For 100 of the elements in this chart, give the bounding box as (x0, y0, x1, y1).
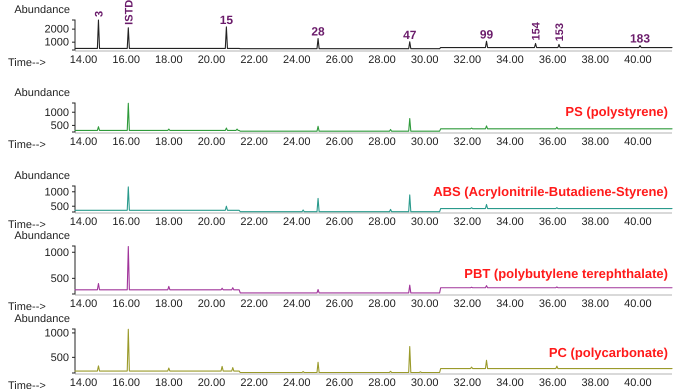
x-tick-label: 32.00 (454, 298, 482, 310)
x-tick-label: 32.00 (454, 136, 482, 148)
x-tick-label: 36.00 (538, 216, 566, 228)
annotation: 47 (403, 28, 417, 42)
x-tick-label: 30.00 (410, 216, 438, 228)
x-tick-label: 38.00 (581, 298, 610, 310)
y-tick-label: 1000 (44, 106, 69, 119)
x-tick-label: 24.00 (282, 54, 311, 66)
line-series (74, 328, 673, 374)
y-tick-label: 500 (50, 200, 69, 213)
x-tick-label: 28.00 (368, 216, 396, 228)
x-tick-label: 40.00 (624, 136, 652, 148)
x-tick-label: 34.00 (496, 136, 524, 148)
x-tick-label: 18.00 (155, 298, 183, 310)
x-tick-label: 30.00 (410, 54, 438, 66)
x-tick-label: 18.00 (155, 136, 183, 148)
y-axis-title: Abundance (14, 230, 70, 242)
chart-title: ABS (Acrylonitrile-Butadiene-Styrene) (433, 184, 668, 199)
annotation: ISTD (123, 0, 136, 25)
x-tick-label: 40.00 (624, 54, 652, 66)
x-axis-title: Time--> (8, 301, 46, 313)
x-tick-label: 14.00 (70, 298, 98, 310)
x-tick-label: 14.00 (70, 54, 98, 66)
y-axis-title: Abundance (14, 170, 70, 182)
x-tick-label: 34.00 (496, 216, 524, 228)
x-tick-label: 24.00 (282, 376, 311, 389)
x-tick-label: 28.00 (368, 298, 396, 310)
x-tick-label: 26.00 (326, 136, 354, 148)
annotation: 183 (630, 32, 650, 46)
x-tick-label: 28.00 (368, 376, 396, 389)
y-tick-label: 1000 (44, 327, 69, 340)
x-tick-label: 40.00 (624, 376, 652, 389)
x-tick-label: 26.00 (326, 376, 354, 389)
x-tick-label: 18.00 (155, 54, 183, 66)
x-tick-label: 38.00 (581, 216, 610, 228)
x-tick-label: 34.00 (496, 298, 524, 310)
annotation: 3 (93, 10, 106, 17)
x-tick-label: 22.00 (240, 298, 268, 310)
x-tick-label: 40.00 (624, 298, 652, 310)
x-tick-label: 14.00 (70, 216, 98, 228)
x-tick-label: 24.00 (282, 136, 311, 148)
y-axis-title: Abundance (14, 87, 70, 99)
x-tick-label: 28.00 (368, 54, 396, 66)
x-axis-title: Time--> (8, 139, 46, 151)
x-tick-label: 36.00 (538, 136, 566, 148)
x-tick-label: 16.00 (112, 136, 140, 148)
x-tick-label: 24.00 (282, 216, 311, 228)
x-tick-label: 16.00 (112, 54, 140, 66)
text: PBT (polybutylene terephthalate) (464, 266, 668, 281)
x-tick-label: 22.00 (240, 54, 268, 66)
x-tick-label: 26.00 (326, 54, 354, 66)
x-tick-label: 32.00 (454, 216, 482, 228)
x-tick-label: 14.00 (70, 376, 98, 389)
x-tick-label: 20.00 (198, 376, 226, 389)
line-series (74, 246, 673, 294)
y-tick-label: 500 (50, 272, 69, 285)
x-tick-label: 38.00 (581, 54, 610, 66)
x-tick-label: 18.00 (155, 216, 183, 228)
y-axis-title: Abundance (14, 313, 70, 325)
line-series (74, 102, 673, 132)
x-tick-label: 30.00 (410, 376, 438, 389)
x-tick-label: 34.00 (496, 54, 524, 66)
annotation: 153 (554, 23, 566, 42)
annotation: 28 (311, 24, 326, 39)
x-tick-label: 24.00 (282, 298, 311, 310)
annotation: 99 (480, 27, 494, 42)
y-tick-label: 1000 (44, 246, 69, 259)
text: PC (polycarbonate) (548, 345, 668, 360)
x-axis-title: Time--> (8, 219, 46, 231)
x-axis-title: Time--> (8, 380, 46, 389)
x-tick-label: 36.00 (538, 298, 566, 310)
line-series (74, 186, 673, 212)
x-tick-label: 36.00 (538, 54, 566, 66)
x-tick-label: 32.00 (454, 376, 482, 389)
x-tick-label: 38.00 (581, 136, 610, 148)
y-axis-title: Abundance (14, 4, 70, 16)
x-tick-label: 30.00 (410, 136, 438, 148)
x-tick-label: 18.00 (155, 376, 183, 389)
x-tick-label: 14.00 (70, 136, 98, 148)
x-tick-label: 26.00 (326, 298, 354, 310)
x-tick-label: 34.00 (496, 376, 524, 389)
x-tick-label: 40.00 (624, 216, 652, 228)
y-tick-label: 1000 (44, 186, 69, 198)
y-tick-label: 500 (50, 120, 69, 132)
x-tick-label: 26.00 (326, 216, 354, 228)
x-tick-label: 22.00 (240, 216, 268, 228)
x-tick-label: 16.00 (112, 216, 140, 228)
x-tick-label: 30.00 (410, 298, 438, 310)
x-tick-label: 36.00 (538, 376, 566, 389)
x-tick-label: 38.00 (581, 376, 610, 389)
x-tick-label: 22.00 (240, 136, 268, 148)
annotation: 15 (220, 12, 234, 27)
x-tick-label: 16.00 (112, 376, 140, 389)
x-tick-label: 20.00 (198, 216, 226, 228)
x-tick-label: 16.00 (112, 298, 140, 310)
x-tick-label: 28.00 (368, 136, 396, 148)
x-tick-label: 20.00 (198, 136, 226, 148)
x-axis-title: Time--> (8, 57, 46, 69)
chart-title: PS (polystyrene) (565, 104, 668, 119)
y-tick-label: 1000 (44, 36, 69, 49)
